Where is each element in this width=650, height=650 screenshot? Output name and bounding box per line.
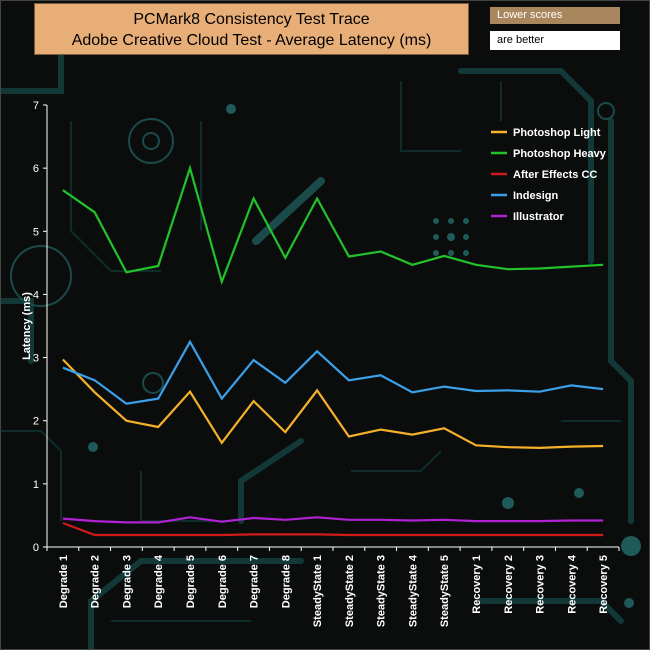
y-tick-label: 4 — [33, 289, 39, 301]
x-tick-label: Degrade 6 — [217, 555, 229, 608]
x-tick-label: Recovery 5 — [598, 555, 610, 614]
y-tick-label: 5 — [33, 226, 39, 238]
x-tick-label: SteadyState 2 — [344, 555, 356, 627]
legend-label: After Effects CC — [513, 169, 597, 181]
y-ticks: 0 1 2 3 4 5 6 7 — [33, 100, 47, 554]
legend-label: Photoshop Light — [513, 127, 601, 139]
x-tick-label: Degrade 7 — [249, 555, 261, 608]
x-tick-label: Degrade 1 — [58, 555, 70, 608]
x-tick-label: Degrade 2 — [90, 555, 102, 608]
note-are-better: are better — [490, 31, 620, 50]
chart-title-line-1: PCMark8 Consistency Test Trace — [133, 11, 370, 28]
series-line-photoshop-light — [62, 358, 604, 450]
series-line-illustrator — [62, 516, 604, 524]
series-line-indesign — [62, 339, 604, 405]
x-tick-label: Degrade 8 — [280, 555, 292, 608]
legend-label: Indesign — [513, 190, 559, 202]
y-tick-label: 3 — [33, 353, 39, 365]
y-tick-label: 6 — [33, 163, 39, 175]
legend-label: Photoshop Heavy — [513, 148, 607, 160]
y-tick-label: 2 — [33, 416, 39, 428]
chart-title-line-2: Adobe Creative Cloud Test - Average Late… — [71, 32, 432, 49]
x-tick-label: Degrade 5 — [185, 555, 197, 608]
x-tick-label: Recovery 4 — [566, 554, 578, 614]
legend: Photoshop Light Photoshop Heavy After Eff… — [491, 127, 607, 223]
x-tick-label: SteadyState 4 — [407, 554, 419, 627]
x-tick-label: Recovery 3 — [535, 555, 547, 614]
y-axis-label: Latency (ms) — [21, 292, 33, 360]
x-tick-label: Degrade 4 — [153, 554, 165, 608]
x-tick-label: Recovery 1 — [471, 555, 483, 614]
chart-title: PCMark8 Consistency Test Trace Adobe Cre… — [34, 3, 469, 55]
y-tick-label: 1 — [33, 479, 39, 491]
x-ticks: Degrade 1 Degrade 2 Degrade 3 Degrade 4 Degr… — [46, 547, 620, 627]
y-tick-label: 7 — [33, 100, 39, 112]
note-lower-scores: Lower scores — [490, 7, 620, 24]
series-line-after-effects-cc — [62, 521, 604, 537]
x-tick-label: SteadyState 5 — [439, 555, 451, 627]
x-tick-label: SteadyState 1 — [312, 555, 324, 627]
legend-label: Illustrator — [513, 211, 564, 223]
series-lines — [62, 164, 604, 537]
series-line-photoshop-heavy — [62, 164, 604, 286]
x-tick-label: Degrade 3 — [121, 555, 133, 608]
x-tick-label: SteadyState 3 — [376, 555, 388, 627]
x-tick-label: Recovery 2 — [503, 555, 515, 614]
y-tick-label: 0 — [33, 542, 39, 554]
